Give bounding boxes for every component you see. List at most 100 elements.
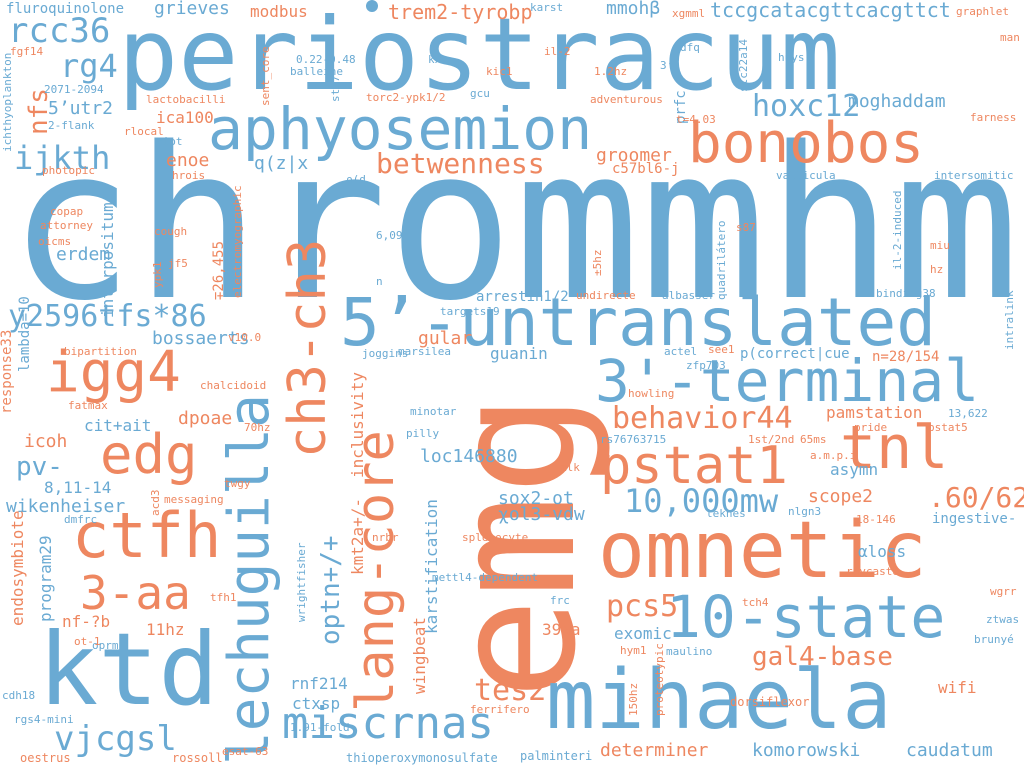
cloud-word: tccgcatacgttcacgttct	[710, 0, 951, 22]
cloud-word: frc	[550, 594, 570, 607]
cloud-word: kic1	[486, 65, 513, 78]
cloud-word: st17	[329, 75, 342, 103]
cloud-word: enoe	[166, 150, 210, 171]
cloud-word: jf5	[168, 257, 188, 270]
cloud-word: acd3	[149, 489, 162, 517]
cloud-word: tch4	[742, 596, 769, 609]
cloud-word: rs76763715	[600, 433, 667, 446]
cloud-word: icoh	[24, 431, 68, 452]
cloud-word: photopic	[42, 164, 95, 177]
cloud-word: hoxc12	[752, 89, 861, 124]
cloud-word: wingbeat	[410, 616, 429, 694]
cloud-word: brunyé	[974, 633, 1014, 646]
cloud-word: mihaela	[546, 653, 892, 748]
cloud-word: ρ(d	[346, 173, 366, 186]
cloud-word: 8,11-14	[44, 478, 112, 497]
cloud-word: dfq	[680, 41, 700, 54]
cloud-word: arrestin1/2	[476, 289, 569, 305]
cloud-word: zfp703	[686, 359, 726, 372]
cloud-word: .60/62	[928, 481, 1024, 514]
cloud-word: bonobos	[688, 111, 925, 176]
cloud-word: hym1	[620, 644, 647, 657]
cloud-word: ijkth	[14, 139, 111, 177]
cloud-word: mmohβ	[606, 0, 661, 19]
cloud-word: torc2-ypk1/2	[366, 91, 446, 104]
cloud-word: 1.91-fold	[290, 721, 350, 734]
cloud-word: pamstation	[826, 403, 923, 422]
cloud-word: periostracum	[118, 0, 841, 113]
cloud-word: dorsiflexor	[730, 695, 810, 709]
cloud-word: guanin	[490, 344, 548, 363]
cloud-word: edg	[100, 423, 198, 486]
cloud-word: slc22a14	[737, 39, 750, 92]
cloud-word: χol3-vdw	[498, 504, 585, 525]
cloud-word: targets19	[440, 305, 500, 318]
cloud-word: pstat5	[928, 421, 968, 434]
cloud-word: 10,000mw	[624, 482, 779, 520]
cloud-word: intersomitic	[934, 169, 1014, 182]
cloud-word: nlgn3	[788, 505, 822, 518]
cloud-word: messaging	[164, 493, 224, 506]
cloud-word: wgrr	[990, 585, 1017, 598]
cloud-word: 3'-terminal	[595, 347, 980, 415]
cloud-word: exomic	[614, 624, 672, 643]
cloud-word: il-2-induced	[891, 190, 904, 270]
cloud-word: pride	[854, 421, 888, 434]
cloud-word: raycaste	[846, 565, 899, 578]
cloud-word: 5’-untranslated	[340, 284, 937, 361]
cloud-word: loc146880	[420, 446, 518, 467]
cloud-word: trem2-tyrobp	[388, 0, 533, 24]
cloud-word: karstification	[422, 499, 441, 634]
cloud-word: vallicula	[776, 169, 836, 182]
cloud-word: 3-aa	[80, 566, 191, 620]
cloud-word: man	[1000, 31, 1020, 44]
cloud-word: maulino	[666, 645, 713, 658]
cloud-word: twgy	[224, 477, 251, 490]
cloud-word: pcs5	[606, 589, 679, 624]
cloud-word: program29	[36, 535, 55, 622]
cloud-word: vjcgsl	[54, 719, 177, 759]
cloud-word: groomer	[596, 145, 672, 166]
cloud-word: cdh18	[2, 689, 36, 702]
cloud-word: lactobacilli	[146, 93, 226, 106]
cloud-word: αloss	[858, 542, 907, 561]
cloud-word: p(correct|cue	[740, 346, 850, 362]
cloud-word: binding38	[876, 287, 936, 300]
cloud-word: tes2	[474, 673, 547, 708]
cloud-word: attorney	[40, 219, 93, 232]
cloud-word: actel	[664, 345, 698, 358]
cloud-word: chalcidoid	[200, 379, 267, 392]
cloud-word: modbus	[250, 2, 308, 21]
cloud-word: cit+ait	[84, 416, 152, 435]
cloud-word: sox2-ot	[498, 488, 574, 509]
cloud-word: ica100	[156, 108, 214, 127]
cloud-word: rnf214	[290, 674, 348, 693]
cloud-word: marsilea	[398, 345, 451, 358]
cloud-word: leknes	[706, 507, 746, 520]
cloud-word: 11hz	[146, 620, 185, 639]
cloud-word: ch3-ch3	[278, 238, 338, 458]
cloud-word: v10.0	[228, 331, 262, 344]
cloud-word: ypk1	[151, 261, 164, 289]
cloud-word: ctxsp	[292, 694, 341, 713]
cloud-word: fatmax	[68, 399, 108, 412]
cloud-word: ctfh	[72, 499, 222, 572]
cloud-word: huys	[778, 51, 805, 64]
cloud-word: fgf14	[10, 45, 44, 58]
cloud-word: 6,091	[376, 229, 410, 242]
cloud-word: inclusivity	[348, 372, 367, 478]
cloud-word: 0.22-0.48	[296, 53, 356, 66]
cloud-word: y2596tfs*86	[8, 299, 207, 334]
cloud-word: pstat1	[600, 436, 788, 496]
cloud-word: optn+/+	[316, 535, 346, 645]
cloud-word: cough	[154, 225, 188, 238]
cloud-word: ot-1	[74, 635, 101, 648]
cloud-word: komorowski	[752, 740, 861, 761]
cloud-word: 3’-	[660, 59, 680, 72]
cloud-word: 1.2hz	[594, 65, 628, 78]
cloud-word: fluroquinolone	[6, 1, 125, 17]
cloud-word: tnl	[840, 413, 949, 483]
cloud-word: xgmml	[672, 7, 706, 20]
cloud-word: bipartition	[64, 345, 137, 358]
cloud-word: minotar	[410, 405, 457, 418]
